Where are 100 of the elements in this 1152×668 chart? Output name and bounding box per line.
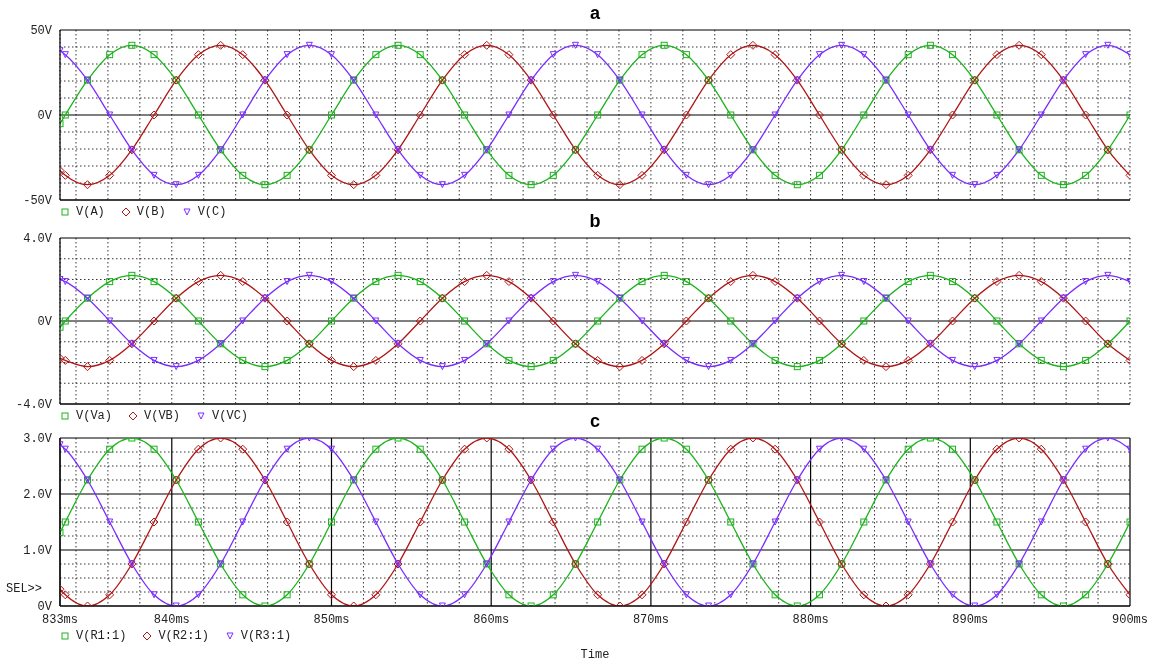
point xyxy=(150,445,158,453)
y-tick-label: 4.0V xyxy=(23,232,53,247)
legend-label: V(B) xyxy=(136,204,166,220)
point xyxy=(1081,110,1091,120)
point xyxy=(948,517,958,527)
point xyxy=(149,316,159,326)
point xyxy=(814,316,824,326)
point xyxy=(283,356,291,364)
point xyxy=(548,110,558,120)
point xyxy=(860,317,868,325)
point xyxy=(771,591,779,599)
point xyxy=(903,170,913,180)
point xyxy=(815,445,823,453)
point xyxy=(172,181,180,189)
point xyxy=(594,51,602,59)
point xyxy=(61,111,69,119)
point xyxy=(505,171,513,179)
point xyxy=(193,444,203,454)
y-tick-label: -4.0V xyxy=(15,398,53,413)
point xyxy=(150,591,158,599)
point xyxy=(416,591,424,599)
point xyxy=(814,110,824,120)
point xyxy=(549,51,557,59)
point xyxy=(193,277,203,287)
point xyxy=(771,111,779,119)
point xyxy=(106,111,114,119)
point xyxy=(106,278,114,286)
point xyxy=(460,277,470,287)
point xyxy=(615,362,625,372)
point xyxy=(60,590,70,600)
point xyxy=(505,111,513,119)
point xyxy=(415,110,425,120)
point xyxy=(838,41,846,49)
point xyxy=(1036,444,1046,454)
point xyxy=(593,590,603,600)
point xyxy=(105,590,115,600)
point xyxy=(548,517,558,527)
point xyxy=(993,317,1001,325)
point xyxy=(815,51,823,59)
point xyxy=(770,277,780,287)
point xyxy=(372,518,380,526)
point xyxy=(993,356,1001,364)
point xyxy=(150,356,158,364)
point xyxy=(881,362,891,372)
point xyxy=(326,355,336,365)
point xyxy=(1037,518,1045,526)
point xyxy=(993,171,1001,179)
point xyxy=(904,317,912,325)
point xyxy=(371,355,381,365)
point xyxy=(283,51,291,59)
point xyxy=(372,111,380,119)
point xyxy=(748,40,758,50)
point xyxy=(593,170,603,180)
point xyxy=(771,317,779,325)
y-tick-label: 3.0V xyxy=(23,432,53,447)
point xyxy=(194,356,202,364)
point xyxy=(727,317,735,325)
point xyxy=(860,111,868,119)
point xyxy=(727,518,735,526)
point xyxy=(993,518,1001,526)
point xyxy=(727,171,735,179)
y-tick-label: 0V xyxy=(37,315,53,330)
point xyxy=(705,181,713,189)
point xyxy=(904,278,912,286)
point xyxy=(504,50,514,60)
point xyxy=(327,317,335,325)
text: SEL>> xyxy=(6,582,43,596)
point xyxy=(615,180,625,190)
point xyxy=(416,356,424,364)
point xyxy=(881,180,891,190)
point xyxy=(1059,181,1067,189)
point xyxy=(682,445,690,453)
point xyxy=(904,518,912,526)
point xyxy=(504,277,514,287)
point xyxy=(771,518,779,526)
legend-label: V(R2:1) xyxy=(158,628,209,644)
point xyxy=(1037,171,1045,179)
point xyxy=(1036,50,1046,60)
line-series xyxy=(60,438,1130,606)
point xyxy=(461,591,469,599)
point xyxy=(527,181,535,189)
point xyxy=(594,445,602,453)
point xyxy=(283,278,291,286)
point xyxy=(638,51,646,59)
point xyxy=(61,51,69,59)
legend-label: V(R3:1) xyxy=(240,628,292,644)
point xyxy=(216,40,226,50)
point xyxy=(681,517,691,527)
point xyxy=(660,41,668,49)
point xyxy=(327,111,335,119)
point xyxy=(438,363,446,371)
point xyxy=(793,181,801,189)
point xyxy=(638,278,646,286)
point xyxy=(594,518,602,526)
point xyxy=(150,171,158,179)
point xyxy=(727,356,735,364)
y-tick-label: 0V xyxy=(37,600,53,615)
point xyxy=(371,170,381,180)
point xyxy=(504,444,514,454)
point xyxy=(239,591,247,599)
